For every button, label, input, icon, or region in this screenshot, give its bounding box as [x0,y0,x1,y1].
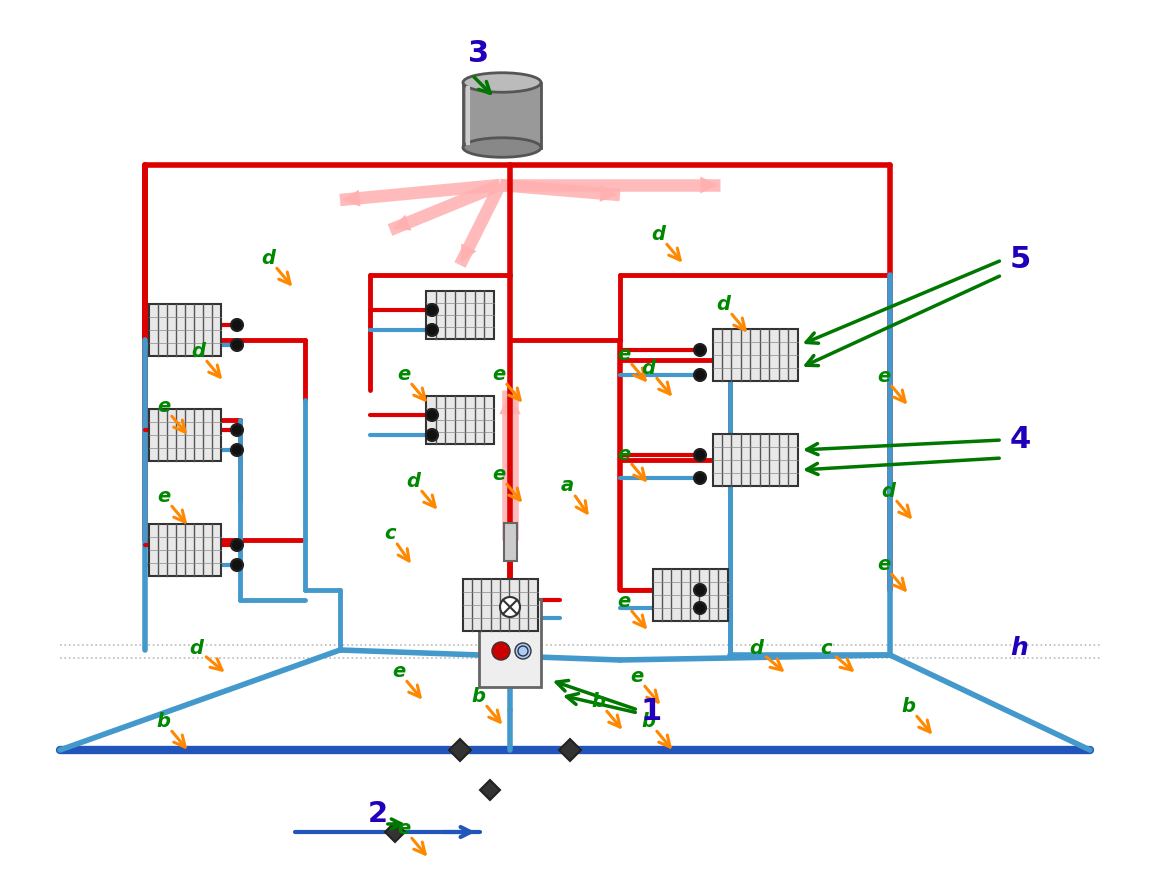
Text: e: e [876,366,890,386]
Text: e: e [617,444,631,464]
Circle shape [694,449,706,461]
Text: d: d [261,249,275,268]
Circle shape [426,409,438,421]
Circle shape [426,429,438,441]
Circle shape [694,472,706,484]
Text: d: d [652,225,666,244]
Bar [462,579,537,631]
Text: b: b [591,692,605,710]
Polygon shape [385,822,405,842]
Text: 1: 1 [640,697,661,726]
Text: 2: 2 [369,800,388,828]
Circle shape [230,424,243,436]
Bar [463,83,541,148]
Text: d: d [716,295,730,314]
Polygon shape [449,739,472,761]
Text: 5: 5 [1010,245,1031,274]
Bar [149,524,221,576]
Text: d: d [192,341,206,361]
Ellipse shape [463,73,541,92]
Circle shape [230,539,243,551]
Text: d: d [406,472,420,491]
Circle shape [426,304,438,316]
Circle shape [515,643,531,659]
Text: e: e [491,364,505,384]
Text: h: h [1010,636,1027,660]
Text: b: b [901,697,915,716]
Text: d: d [749,639,763,658]
Text: b: b [641,712,655,731]
Polygon shape [559,739,581,761]
Text: 4: 4 [1010,425,1031,454]
Circle shape [500,597,519,617]
Bar [503,523,516,561]
Circle shape [694,584,706,596]
Circle shape [694,369,706,381]
Text: b: b [157,712,171,731]
Bar [426,396,494,444]
Text: e: e [629,667,644,685]
Text: d: d [190,639,204,658]
Text: e: e [876,555,890,573]
Circle shape [230,319,243,331]
Text: c: c [384,524,395,543]
Text: e: e [491,465,505,484]
Circle shape [230,559,243,571]
Bar [149,304,221,356]
Circle shape [694,602,706,614]
Bar [713,329,798,381]
Text: e: e [397,819,410,837]
Text: c: c [820,639,832,658]
Circle shape [694,344,706,356]
Text: a: a [562,476,574,495]
Text: e: e [392,661,405,681]
Text: e: e [397,364,410,384]
Bar [713,434,798,486]
Circle shape [426,324,438,336]
Circle shape [230,339,243,351]
Text: e: e [157,396,170,416]
Text: e: e [157,486,170,506]
Text: d: d [641,358,655,378]
Bar [653,569,728,621]
Text: b: b [472,686,486,706]
Text: e: e [617,592,631,611]
Text: 3: 3 [468,39,489,68]
Bar [149,409,221,461]
Polygon shape [480,780,500,800]
Bar [479,599,541,687]
Text: e: e [617,345,631,364]
Bar [426,291,494,339]
Text: d: d [881,482,895,501]
Circle shape [230,444,243,456]
Circle shape [493,642,510,660]
Ellipse shape [463,138,541,157]
